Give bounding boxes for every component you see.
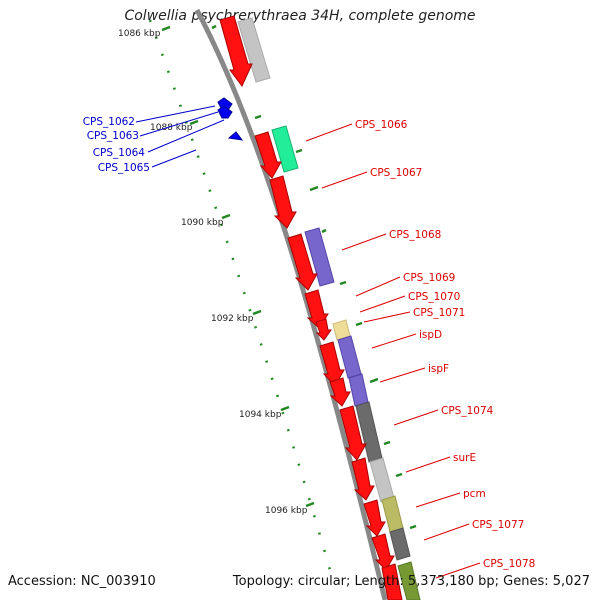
gene-arrow [363, 499, 386, 537]
gene-arrow [329, 377, 351, 407]
cog-bar [369, 457, 395, 503]
gene-arrow [219, 15, 253, 87]
gene-label[interactable]: pcm [463, 488, 486, 500]
gene-label[interactable]: surE [453, 452, 476, 464]
label-leaders-minus [135, 105, 225, 168]
ruler-label: 1088 kbp [150, 123, 193, 133]
ruler-track [148, 19, 332, 571]
map-title: Colwellia psychrerythraea 34H, complete … [124, 8, 476, 24]
gene-arrows-minus [217, 97, 244, 141]
gene-label[interactable]: CPS_1064 [93, 147, 146, 159]
gene-arrow [227, 131, 244, 141]
cog-bar [271, 125, 299, 173]
ruler-label: 1090 kbp [181, 218, 224, 228]
gene-arrow [315, 318, 332, 341]
gene-label[interactable]: ispD [419, 329, 442, 341]
gene-label[interactable]: CPS_1062 [83, 116, 135, 128]
label-leaders-plus [305, 123, 481, 579]
gene-label[interactable]: CPS_1078 [483, 558, 535, 570]
ruler-label: 1092 kbp [211, 314, 254, 324]
gene-arrow [371, 533, 395, 571]
genome-backbone [194, 8, 388, 600]
gene-label[interactable]: CPS_1070 [408, 291, 460, 303]
gene-arrow [287, 233, 318, 291]
cog-bar [389, 527, 411, 561]
gene-labels-plus: CPS_1066 CPS_1067 CPS_1068 CPS_1069 CPS_… [355, 119, 535, 570]
cog-bar [348, 373, 369, 407]
gene-label[interactable]: CPS_1065 [98, 162, 150, 174]
gene-arrow [319, 341, 345, 387]
cog-bar [381, 495, 404, 533]
gene-arrow [269, 175, 297, 229]
gene-arrows-plus [219, 15, 403, 600]
gene-label[interactable]: CPS_1077 [472, 519, 524, 531]
gene-label[interactable]: CPS_1067 [370, 167, 422, 179]
gene-label[interactable]: ispF [428, 363, 449, 375]
gene-label[interactable]: CPS_1071 [413, 307, 465, 319]
gene-label[interactable]: CPS_1063 [87, 130, 139, 142]
gene-arrow [254, 131, 282, 179]
gene-label[interactable]: CPS_1066 [355, 119, 408, 131]
gene-label[interactable]: CPS_1069 [403, 272, 455, 284]
topology-text: Topology: circular; Length: 5,373,180 bp… [232, 574, 590, 589]
cog-bar [237, 17, 271, 83]
gene-label[interactable]: CPS_1068 [389, 229, 441, 241]
gene-arrow [351, 457, 375, 501]
gene-label[interactable]: CPS_1074 [441, 405, 494, 417]
ruler-label: 1094 kbp [239, 410, 282, 420]
cog-bar [397, 561, 421, 600]
cog-bar [304, 227, 335, 287]
ruler-labels: 1086 kbp 1088 kbp 1090 kbp 1092 kbp 1094… [118, 29, 308, 516]
ruler-label: 1096 kbp [265, 506, 308, 516]
ruler-label: 1086 kbp [118, 29, 161, 39]
gene-labels-minus: CPS_1062 CPS_1063 CPS_1064 CPS_1065 [83, 116, 150, 174]
accession-text: Accession: NC_003910 [8, 574, 156, 589]
ruler-ticks [161, 25, 315, 508]
gene-arrow [217, 105, 233, 119]
cog-bars [237, 17, 421, 600]
gene-arrow [339, 405, 367, 461]
gene-arrow [381, 563, 403, 600]
gc-marks [211, 24, 417, 530]
